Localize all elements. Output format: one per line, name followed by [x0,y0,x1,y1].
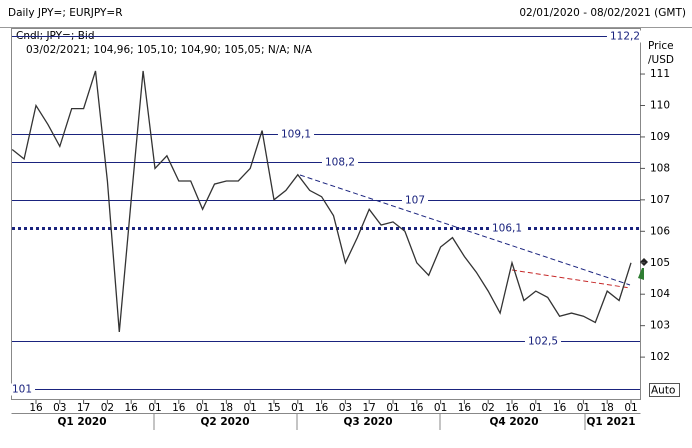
plot-frame [11,28,641,400]
level-label-bg [524,335,562,348]
auto-button-label[interactable]: Auto [651,385,675,397]
level-label: 108,2 [325,157,355,169]
level-label: 102,5 [528,336,558,348]
quarter-label: Q4 2020 [489,416,538,428]
level-label-bg [277,128,315,141]
date-range: 02/01/2020 - 08/02/2021 (GMT) [519,7,686,19]
y-tick-label: 108 [650,162,670,174]
x-tick-label: 01 [148,402,161,414]
x-tick-label: 15 [267,402,280,414]
x-tick-label: 03 [339,402,352,414]
x-tick-label: 16 [29,402,43,414]
x-tick-label: 01 [291,402,304,414]
x-tick-label: 02 [482,402,495,414]
quarter-label: Q1 2020 [57,416,106,428]
x-tick-label: 16 [458,402,472,414]
x-tick-label: 01 [434,402,447,414]
x-tick-label: 03 [53,402,66,414]
quarter-label: Q3 2020 [343,416,392,428]
x-tick-label: 16 [315,402,329,414]
auto-button[interactable] [649,383,680,397]
y-tick-label: 109 [650,131,670,143]
level-label-bg [606,30,644,43]
x-tick-label: 01 [386,402,399,414]
x-tick-label: 17 [363,402,376,414]
x-tick-label: 02 [101,402,114,414]
level-label-bg [401,194,429,207]
y-tick-label: 105 [650,257,670,269]
x-tick-label: 16 [410,402,424,414]
quarter-label: Q2 2020 [200,416,249,428]
x-tick-label: 16 [125,402,139,414]
level-label: 101 [12,384,32,396]
x-tick-label: 01 [196,402,209,414]
x-tick-label: 16 [553,402,567,414]
y-axis-label: /USD [648,54,674,66]
trend-line [511,269,631,289]
y-axis-label: Price [648,40,674,52]
x-tick-label: 18 [220,402,233,414]
price-marker [640,258,648,266]
x-tick-label: 16 [505,402,519,414]
level-label-bg [488,222,526,235]
x-tick-label: 01 [529,402,542,414]
level-label: 106,1 [492,223,522,235]
y-tick-label: 107 [650,194,670,206]
y-tick-label: 106 [650,225,670,237]
quarter-label: Q1 2021 [586,416,635,428]
ohlc-info: 03/02/2021; 104,96; 105,10; 104,90; 105,… [26,44,313,56]
signal-marker [638,268,644,280]
y-tick-label: 104 [650,288,670,300]
title: Daily JPY=; EURJPY=R [8,7,123,19]
level-label: 109,1 [281,129,311,141]
level-label-bg [8,383,36,396]
trend-line [299,174,631,286]
y-tick-label: 102 [650,351,670,363]
y-tick-label: 103 [650,320,670,332]
price-line [11,70,632,332]
y-tick-label: 110 [650,99,670,111]
x-tick-label: 18 [601,402,614,414]
x-tick-label: 01 [624,402,637,414]
x-tick-label: 01 [577,402,590,414]
x-tick-label: 01 [244,402,257,414]
x-tick-label: 17 [77,402,90,414]
level-label: 107 [405,195,425,207]
level-label: 112,2 [610,31,640,43]
level-label-bg [321,156,359,169]
x-tick-label: 16 [172,402,186,414]
y-tick-label: 111 [650,68,670,80]
